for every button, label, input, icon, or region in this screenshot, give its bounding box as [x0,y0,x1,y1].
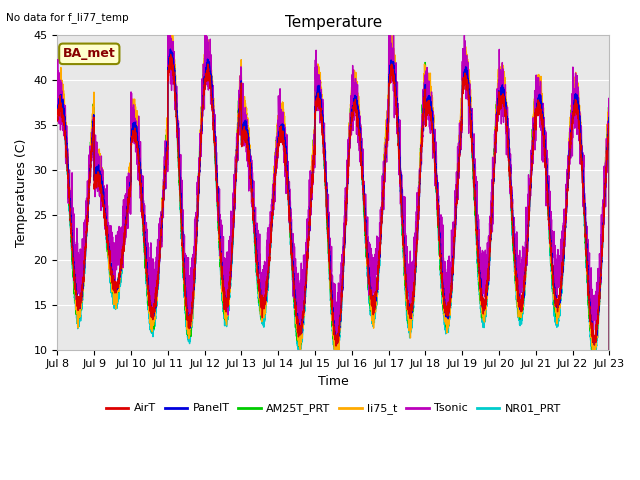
AM25T_PRT [313,80,321,86]
AM25T_PRT [166,35,174,41]
PanelT [489,201,497,206]
NR01_PRT [458,118,465,124]
Tsonic [153,293,161,299]
Line: PanelT: PanelT [58,49,609,349]
Tsonic [313,88,321,94]
Line: AM25T_PRT: AM25T_PRT [58,38,609,349]
AirT [458,125,465,131]
AM25T_PRT [427,100,435,106]
NR01_PRT [489,192,497,198]
li75_t [458,95,465,101]
Line: AirT: AirT [58,54,609,349]
Title: Temperature: Temperature [285,15,382,30]
PanelT [153,293,161,299]
AirT [489,203,497,209]
Tsonic [427,114,435,120]
PanelT [427,104,435,109]
AirT [605,347,613,352]
AirT [167,51,175,57]
Text: No data for f_li77_temp: No data for f_li77_temp [6,12,129,23]
PanelT [605,347,613,352]
AM25T_PRT [332,347,339,352]
NR01_PRT [313,92,321,97]
PanelT [166,46,174,52]
NR01_PRT [605,347,613,352]
AirT [313,101,321,107]
AirT [605,127,612,132]
X-axis label: Time: Time [318,375,349,388]
AM25T_PRT [605,347,613,352]
li75_t [313,67,321,73]
AM25T_PRT [458,106,465,112]
NR01_PRT [605,113,612,119]
AM25T_PRT [605,113,612,119]
Y-axis label: Temperatures (C): Temperatures (C) [15,138,28,247]
NR01_PRT [167,48,175,53]
AM25T_PRT [153,290,161,296]
li75_t [153,292,161,298]
NR01_PRT [153,298,161,303]
AM25T_PRT [489,180,497,185]
Tsonic [458,119,465,125]
PanelT [313,92,321,98]
Tsonic [54,74,61,80]
Line: Tsonic: Tsonic [58,36,609,349]
Line: li75_t: li75_t [58,36,609,349]
Text: BA_met: BA_met [63,48,116,60]
li75_t [166,33,173,38]
Legend: AirT, PanelT, AM25T_PRT, li75_t, Tsonic, NR01_PRT: AirT, PanelT, AM25T_PRT, li75_t, Tsonic,… [102,399,565,419]
AirT [54,118,61,124]
NR01_PRT [427,108,435,114]
Line: NR01_PRT: NR01_PRT [58,50,609,349]
Tsonic [605,347,613,352]
AirT [153,288,161,293]
PanelT [54,109,61,115]
li75_t [54,89,61,95]
li75_t [297,347,305,352]
PanelT [605,121,612,127]
NR01_PRT [294,347,302,352]
li75_t [427,83,435,89]
li75_t [489,192,497,198]
PanelT [458,124,465,130]
li75_t [605,104,612,109]
AirT [427,115,435,121]
Tsonic [164,33,172,38]
AM25T_PRT [54,96,61,102]
Tsonic [489,176,497,181]
NR01_PRT [54,110,61,116]
li75_t [605,347,613,352]
Tsonic [605,137,612,143]
